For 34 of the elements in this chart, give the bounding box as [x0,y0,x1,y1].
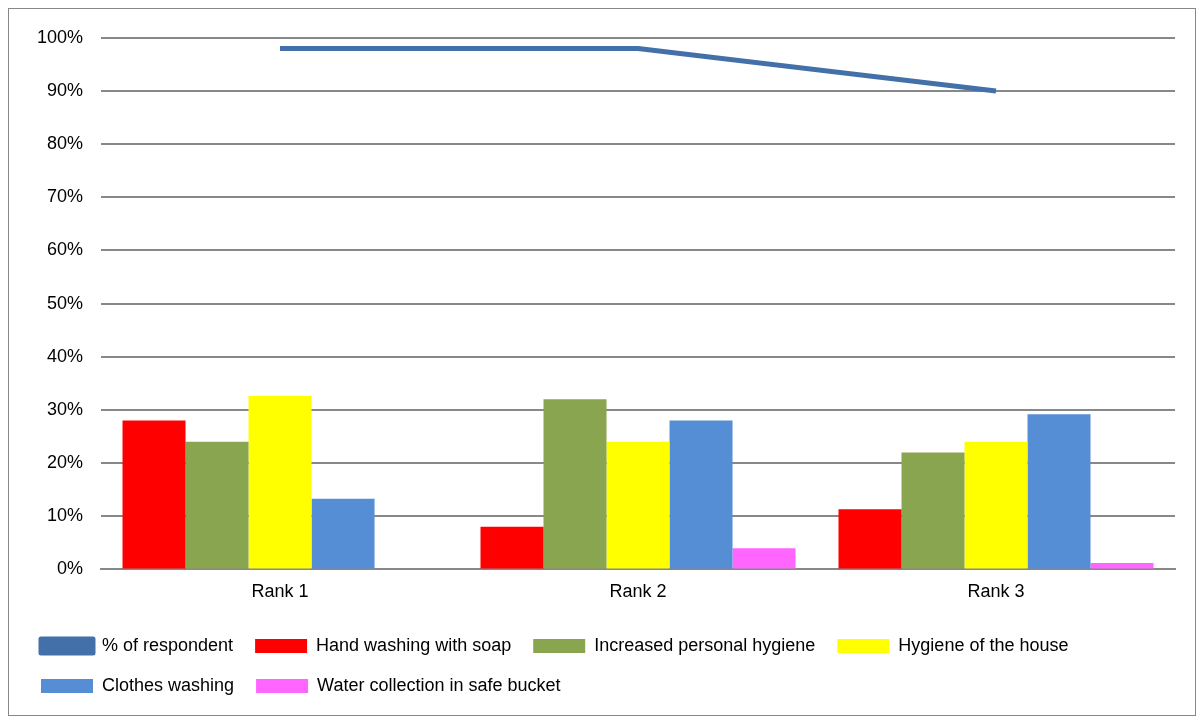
bar [311,498,375,569]
legend-label: Clothes washing [102,674,235,695]
legend-label: Hygiene of the house [898,634,1069,655]
bar [838,509,902,569]
y-tick-label: 30% [47,398,84,419]
legend-label: Increased personal hygiene [594,634,816,655]
y-tick-label: 40% [47,345,84,366]
x-tick-label: Rank 2 [609,581,667,602]
y-tick-label: 20% [47,452,84,473]
bar [606,441,670,569]
bar [543,399,607,569]
bar [964,441,1028,569]
bar [732,548,796,569]
bar [185,441,249,569]
y-tick-label: 90% [47,79,84,100]
bar [122,420,186,569]
legend-label: Hand washing with soap [316,634,512,655]
bar [901,452,965,569]
y-tick-label: 80% [47,133,84,154]
x-tick-label: Rank 1 [251,581,309,602]
y-tick-label: 0% [57,558,84,579]
y-tick-label: 100% [36,26,84,47]
y-tick-label: 50% [47,292,84,313]
legend-label: % of respondent [102,634,234,655]
bar [1027,414,1091,569]
y-tick-label: 10% [47,505,84,526]
bar [248,396,312,569]
bar [1090,563,1154,569]
bar [480,526,544,569]
y-tick-label: 70% [47,186,84,207]
x-tick-label: Rank 3 [967,581,1025,602]
legend-label: Water collection in safe bucket [317,674,561,695]
y-tick-label: 60% [47,239,84,260]
bar [669,420,733,569]
